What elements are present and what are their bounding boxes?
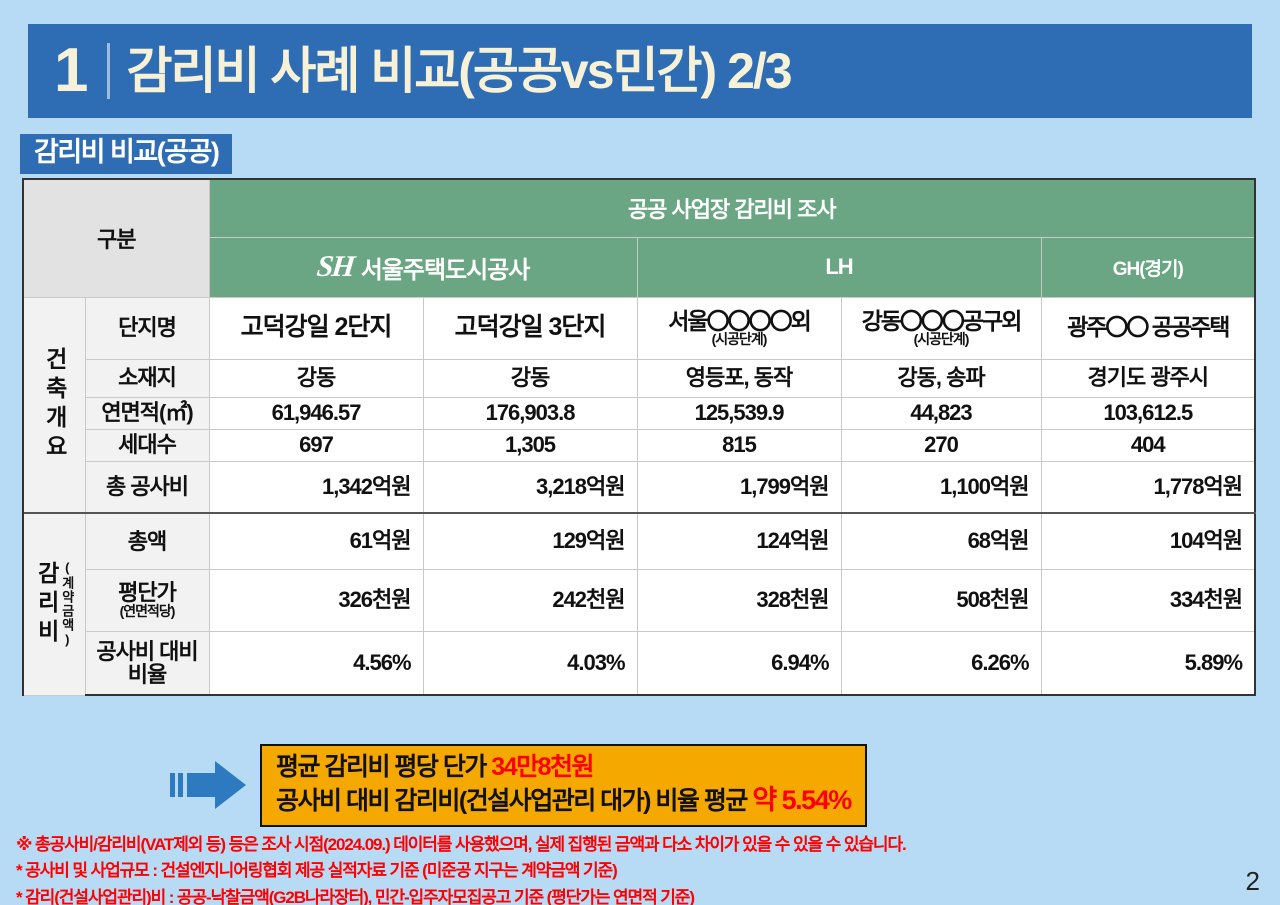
- row-label-location: 소재지: [84, 358, 210, 398]
- table-cell: 광주〇〇 공공주택: [1040, 296, 1257, 360]
- slide-number-badge: 1: [54, 36, 88, 105]
- row-label-total-amount: 총액: [84, 512, 210, 570]
- table-cell: 326천원: [208, 568, 424, 632]
- table-cell: 1,100억원: [840, 460, 1042, 514]
- footnotes: ※ 총공사비/감리비(VAT제외 등) 등은 조사 시점(2024.09.) 데…: [16, 832, 1196, 905]
- title-divider: [107, 43, 111, 99]
- table-cell: 270: [840, 428, 1042, 462]
- table-cell: 404: [1040, 428, 1257, 462]
- table-cell: 129억원: [422, 512, 638, 570]
- row-label-unit-price: 평단가 (연면적당): [84, 568, 210, 632]
- table-cell: 328천원: [636, 568, 842, 632]
- table-cell: 68억원: [840, 512, 1042, 570]
- table-row: 세대수 697 1,305 815 270 404: [23, 428, 1257, 462]
- group-label-text: 건축개요: [41, 346, 68, 463]
- comparison-table: 구분 공공 사업장 감리비 조사 SH 서울주택도시공사 LH GH(경기): [21, 178, 1257, 696]
- table-cell: 영등포, 동작: [636, 358, 842, 398]
- callout-line-2-highlight: 약 5.54%: [752, 785, 852, 815]
- table-cell: 고덕강일 2단지: [208, 296, 424, 360]
- callout-line-1-prefix: 평균 감리비 평당 단가: [276, 753, 492, 781]
- callout-line-1: 평균 감리비 평당 단가 34만8천원: [276, 751, 851, 783]
- org-header-gh: GH(경기): [1040, 236, 1257, 298]
- table-cell: 61억원: [208, 512, 424, 570]
- footnote-2: * 공사비 및 사업규모 : 건설엔지니어링협회 제공 실적자료 기준 (미준공…: [16, 861, 618, 881]
- table-cell: 4.03%: [422, 630, 638, 696]
- table-cell: 서울〇〇〇〇외 (시공단계): [636, 296, 842, 360]
- table-cell-main: 강동〇〇〇공구외: [861, 307, 1023, 334]
- group-label-supervision-fee: 감리비 (계약금액): [22, 512, 86, 696]
- table-cell: 176,903.8: [422, 396, 638, 430]
- row-label-households: 세대수: [84, 428, 210, 462]
- table-cell: 3,218억원: [422, 460, 638, 514]
- table-cell: 103,612.5: [1040, 396, 1257, 430]
- group-sublabel-text: (계약금액): [59, 560, 75, 649]
- title-banner: 1 감리비 사례 비교(공공vs민간) 2/3: [28, 24, 1252, 118]
- table-cell: 강동, 송파: [840, 358, 1042, 398]
- table-cell: 124억원: [636, 512, 842, 570]
- table-cell: 61,946.57: [208, 396, 424, 430]
- table-cell: 6.26%: [840, 630, 1042, 696]
- row-label-ratio: 공사비 대비 비율: [84, 630, 210, 696]
- row-label-text: 평단가: [118, 580, 177, 606]
- table-cell: 경기도 광주시: [1040, 358, 1257, 398]
- group-label-building-overview: 건축개요: [22, 296, 86, 514]
- table-cell: 4.56%: [208, 630, 424, 696]
- table-row: 감리비 (계약금액) 총액 61억원 129억원 124억원 68억원 104억…: [22, 512, 1257, 696]
- corner-label-gubun: 구분: [21, 178, 210, 298]
- table-cell-sub: (시공단계): [711, 330, 768, 347]
- table-top-header: 공공 사업장 감리비 조사: [208, 178, 1257, 238]
- table-cell: 508천원: [840, 568, 1042, 632]
- row-label-total-cost: 총 공사비: [84, 460, 210, 514]
- table-header-row-orgs: SH 서울주택도시공사 LH GH(경기): [23, 236, 1257, 298]
- page-number: 2: [1245, 866, 1260, 896]
- table-cell: 1,799억원: [636, 460, 842, 514]
- comparison-table-wrapper: 구분 공공 사업장 감리비 조사 SH 서울주택도시공사 LH GH(경기): [21, 178, 1257, 696]
- table-cell: 고덕강일 3단지: [422, 296, 638, 360]
- callout-line-2-prefix: 공사비 대비 감리비(건설사업관리 대가) 비율 평균: [276, 787, 753, 815]
- table-cell-main: 서울〇〇〇〇외: [668, 307, 811, 334]
- table-cell: 815: [636, 428, 842, 462]
- org-header-lh: LH: [636, 236, 1042, 298]
- footnote-3: * 감리(건설사업관리)비 : 공공-낙찰금액(G2B나라장터), 민간-입주자…: [16, 887, 695, 905]
- table-row: 평단가 (연면적당) 326천원 242천원 328천원 508천원 334천원: [23, 568, 1257, 632]
- table-cell: 104억원: [1040, 512, 1257, 570]
- table-cell: 강동: [208, 358, 424, 398]
- callout-line-2: 공사비 대비 감리비(건설사업관리 대가) 비율 평균 약 5.54%: [276, 783, 852, 818]
- table-cell: 125,539.9: [636, 396, 842, 430]
- org-header-sh: SH 서울주택도시공사: [208, 236, 638, 298]
- table-cell: 강동〇〇〇공구외 (시공단계): [840, 296, 1042, 360]
- callout-line-1-highlight: 34만8천원: [491, 753, 594, 781]
- table-header-row-top: 구분 공공 사업장 감리비 조사: [21, 178, 1257, 298]
- table-cell: 강동: [422, 358, 638, 398]
- table-cell: 697: [208, 428, 424, 462]
- page-title: 감리비 사례 비교(공공vs민간) 2/3: [126, 43, 792, 99]
- row-label-area: 연면적(㎡): [84, 396, 210, 430]
- right-arrow-icon: [170, 761, 246, 810]
- table-cell: 1,778억원: [1040, 460, 1257, 514]
- section-label: 감리비 비교(공공): [20, 134, 233, 174]
- row-label-sub: (연면적당): [119, 603, 176, 620]
- table-row: 건축개요 단지명 고덕강일 2단지 고덕강일 3단지 서울〇〇〇〇외 (시공단계…: [22, 296, 1257, 514]
- table-row: 공사비 대비 비율 4.56% 4.03% 6.94% 6.26% 5.89%: [23, 630, 1257, 696]
- callout-box: 평균 감리비 평당 단가 34만8천원 공사비 대비 감리비(건설사업관리 대가…: [260, 744, 867, 827]
- table-cell: 242천원: [422, 568, 638, 632]
- table-cell: 334천원: [1040, 568, 1257, 632]
- summary-callout: 평균 감리비 평당 단가 34만8천원 공사비 대비 감리비(건설사업관리 대가…: [170, 744, 867, 827]
- row-label-danji: 단지명: [84, 296, 210, 360]
- table-cell-sub: (시공단계): [913, 330, 970, 347]
- table-row: 연면적(㎡) 61,946.57 176,903.8 125,539.9 44,…: [23, 396, 1257, 430]
- table-row: 소재지 강동 강동 영등포, 동작 강동, 송파 경기도 광주시: [23, 358, 1257, 398]
- sh-logo-icon: SH: [314, 250, 355, 283]
- table-cell: 6.94%: [636, 630, 842, 696]
- table-row: 총 공사비 1,342억원 3,218억원 1,799억원 1,100억원 1,…: [23, 460, 1257, 514]
- table-cell: 1,305: [422, 428, 638, 462]
- org-header-sh-label: 서울주택도시공사: [360, 256, 531, 284]
- group-label-text: 감리비: [33, 560, 60, 648]
- table-cell: 5.89%: [1040, 630, 1257, 696]
- footnote-1: ※ 총공사비/감리비(VAT제외 등) 등은 조사 시점(2024.09.) 데…: [16, 835, 907, 854]
- table-cell: 1,342억원: [208, 460, 424, 514]
- table-cell: 44,823: [840, 396, 1042, 430]
